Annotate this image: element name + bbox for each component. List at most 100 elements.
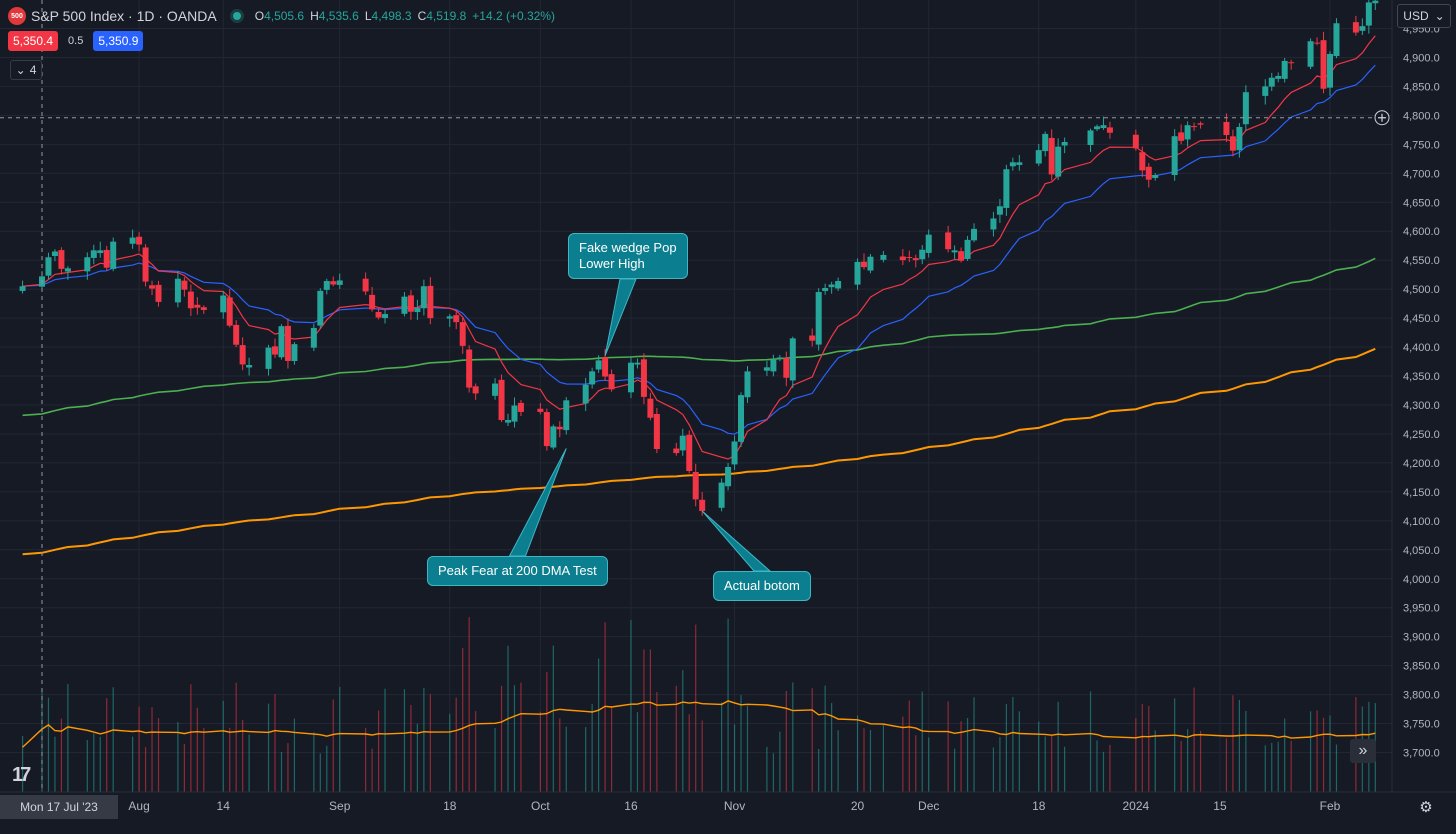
candle-body — [401, 296, 408, 314]
candle-body — [64, 268, 71, 272]
candle — [233, 320, 240, 348]
volume-bar — [520, 682, 522, 792]
volume-bar — [831, 702, 833, 792]
candle — [401, 291, 408, 317]
candle — [809, 328, 816, 347]
annotation-callout[interactable]: Peak Fear at 200 DMA Test — [427, 556, 608, 586]
candle — [155, 280, 162, 307]
time-axis-panel — [0, 792, 1456, 829]
candle-body — [686, 434, 693, 472]
sell-button[interactable]: 5,350.4 — [8, 31, 59, 51]
ema-slow-line — [22, 64, 1376, 435]
candle-body — [919, 249, 926, 260]
candle-body — [958, 251, 965, 261]
ma100-line — [22, 257, 1376, 417]
candle-body — [239, 345, 246, 365]
candle — [738, 392, 745, 447]
currency-button[interactable]: USD ⌄ — [1397, 4, 1451, 28]
y-tick-label: 4,900.0 — [1403, 52, 1440, 64]
annotation-text: Lower High — [579, 256, 645, 271]
scroll-to-realtime-button[interactable]: » — [1350, 739, 1376, 763]
x-tick-label: Aug — [128, 799, 149, 813]
volume-bar — [190, 684, 192, 792]
candle — [1145, 162, 1152, 188]
volume-bar — [177, 722, 179, 792]
candle-body — [699, 499, 706, 511]
symbol-title[interactable]: S&P 500 Index · 1D · OANDA — [31, 8, 217, 24]
candle — [492, 378, 499, 400]
volume-bar — [746, 705, 749, 792]
candle — [919, 245, 926, 265]
volume-bar — [1232, 695, 1234, 792]
candle-body — [1171, 136, 1178, 175]
volume-bar — [494, 727, 496, 792]
volume-bar — [416, 723, 418, 792]
candle-body — [1178, 132, 1185, 141]
candle — [1087, 128, 1094, 152]
buy-button[interactable]: 5,350.9 — [93, 31, 144, 51]
candle-body — [103, 249, 110, 268]
candle-body — [537, 408, 544, 412]
volume-bar — [86, 739, 88, 792]
volume-bar — [785, 690, 787, 792]
y-tick-label: 4,800.0 — [1403, 110, 1440, 122]
volume-bar — [992, 747, 995, 792]
volume-bar — [863, 728, 865, 792]
y-tick-label: 4,000.0 — [1403, 574, 1440, 586]
volume-bar — [552, 645, 554, 792]
candle — [51, 249, 58, 262]
annotation-text: Actual botom — [724, 578, 800, 593]
candle — [1197, 121, 1204, 129]
volume-bar — [565, 726, 567, 792]
y-tick-label: 4,500.0 — [1403, 284, 1440, 296]
candle-body — [149, 285, 156, 289]
settings-gear-icon[interactable]: ⚙ — [1419, 799, 1433, 816]
candle — [1288, 59, 1295, 70]
x-tick-label: 18 — [1032, 799, 1046, 813]
volume-bar — [410, 705, 412, 792]
crosshair-date-label: Mon 17 Jul '23 — [0, 795, 118, 819]
candle-body — [517, 402, 524, 412]
volume-bar — [1277, 741, 1279, 792]
candle — [310, 323, 317, 352]
candle — [136, 232, 143, 252]
candle — [595, 355, 602, 373]
volume-bar — [429, 694, 431, 792]
volume-bar — [772, 753, 774, 792]
annotation-callout[interactable]: Actual botom — [713, 571, 811, 601]
candle — [459, 317, 466, 354]
volume-bar — [151, 707, 153, 792]
candle — [1003, 164, 1010, 216]
candle — [226, 289, 233, 328]
candle-body — [129, 237, 136, 244]
candle — [194, 297, 201, 315]
candle — [414, 299, 421, 320]
candle — [472, 383, 479, 400]
candle-body — [284, 325, 291, 361]
volume-bar — [500, 685, 503, 792]
x-tick-label: 16 — [624, 799, 638, 813]
candle-body — [1365, 2, 1372, 26]
candle — [103, 245, 110, 271]
annotation-callout[interactable]: Fake wedge Pop Lower High — [568, 233, 688, 279]
candle-body — [1372, 0, 1379, 4]
candle — [1307, 38, 1314, 70]
volume-bar — [1329, 715, 1331, 792]
volume-bar — [371, 748, 373, 792]
volume-bar — [688, 714, 690, 792]
y-tick-label: 4,450.0 — [1403, 313, 1440, 325]
candle-body — [142, 247, 149, 282]
volume-bar — [591, 703, 593, 792]
volume-bar — [630, 620, 632, 792]
indicators-toggle-button[interactable]: ⌄ 4 — [10, 60, 42, 80]
candle — [1016, 155, 1023, 171]
candle-body — [1100, 125, 1107, 129]
volume-bar — [203, 727, 205, 792]
volume-bar — [462, 647, 464, 792]
candle — [511, 397, 518, 428]
candle — [1035, 143, 1042, 166]
candle — [1242, 85, 1249, 131]
candle-body — [640, 359, 647, 397]
